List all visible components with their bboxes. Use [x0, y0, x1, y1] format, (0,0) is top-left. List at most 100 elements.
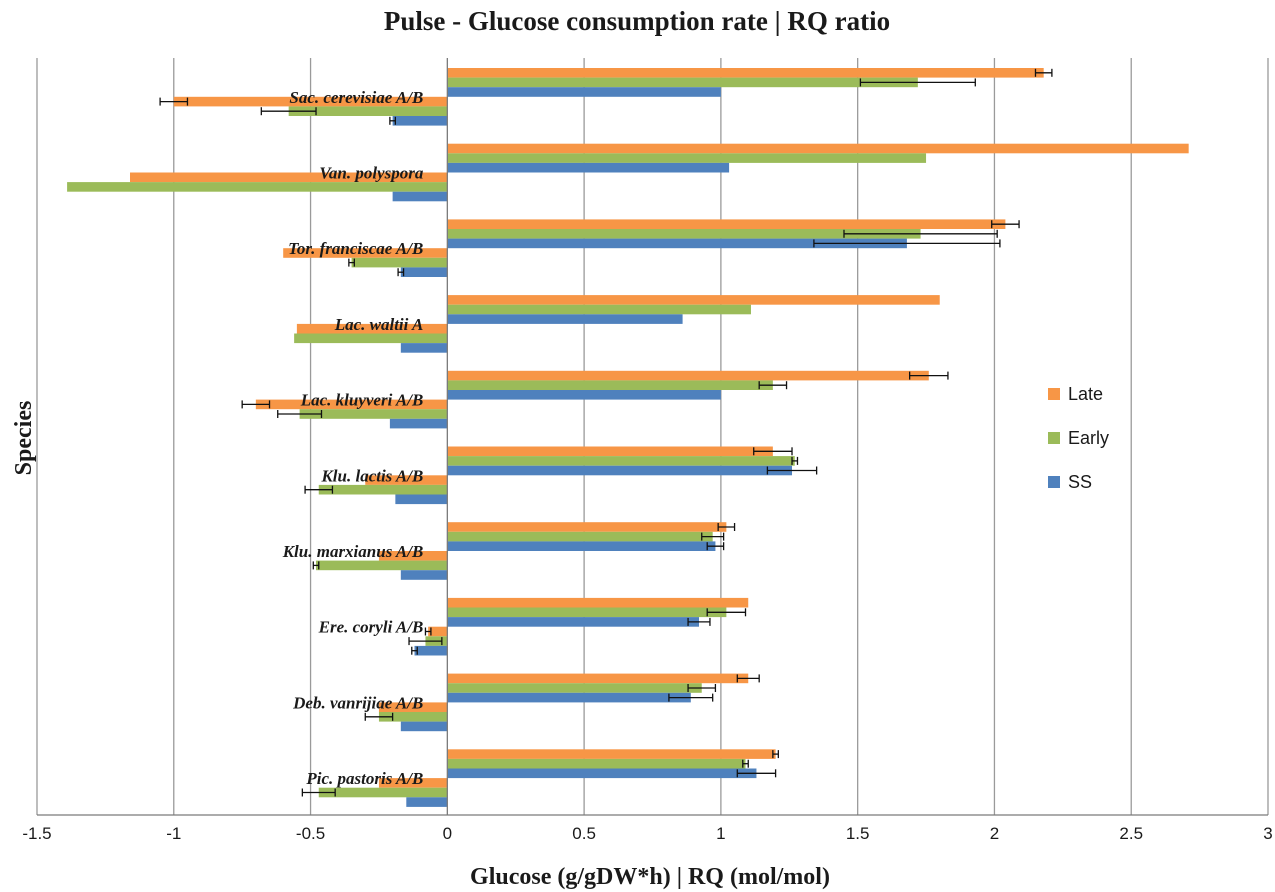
legend-swatch-ss: [1048, 476, 1060, 488]
bar-glucose-late: [173, 96, 448, 107]
bar-glucose-late: [378, 778, 448, 788]
error-bar: [706, 542, 725, 551]
error-bar: [717, 523, 736, 531]
bar-rq-early: [447, 456, 795, 466]
bar-glucose-early: [351, 257, 448, 268]
bar-rq-early: [447, 77, 918, 88]
bar-glucose-late: [428, 626, 448, 637]
x-tick-label: 0: [443, 824, 452, 843]
bar-rq-late: [447, 446, 773, 457]
error-bar: [991, 220, 1020, 229]
bar-glucose-early: [318, 787, 448, 798]
legend-label-early: Early: [1068, 428, 1109, 448]
bar-glucose-early: [316, 560, 448, 571]
bar-rq-ss: [447, 617, 700, 627]
bar-rq-early: [447, 304, 751, 315]
x-tick-label: -1: [166, 824, 181, 843]
error-bar: [411, 646, 418, 655]
error-bar: [389, 116, 397, 125]
error-bar: [813, 239, 1001, 248]
error-bar: [701, 532, 725, 541]
bar-glucose-early: [318, 484, 448, 495]
bar-rq-ss: [447, 541, 716, 551]
error-bar: [301, 788, 336, 797]
bar-glucose-late: [378, 551, 448, 561]
bar-glucose-ss: [395, 494, 448, 505]
bar-glucose-late: [283, 248, 448, 258]
error-bar: [408, 637, 443, 646]
error-bar: [312, 561, 320, 570]
bar-glucose-ss: [400, 343, 448, 353]
legend: Late Early SS: [1048, 384, 1109, 492]
bar-glucose-ss: [400, 721, 448, 732]
bar-rq-ss: [447, 465, 793, 476]
bar-rq-late: [447, 370, 929, 381]
x-tick-label: -1.5: [22, 824, 51, 843]
x-tick-label: 0.5: [572, 824, 596, 843]
error-bar: [1034, 68, 1053, 77]
bar-rq-late: [447, 68, 1044, 78]
error-bar: [304, 485, 334, 494]
bars: [67, 68, 1189, 807]
bar-rq-early: [447, 380, 773, 390]
error-bar: [843, 229, 998, 238]
bar-rq-early: [447, 229, 921, 239]
category-label: Klu. marxianus A/B: [282, 542, 424, 561]
error-bar: [687, 617, 711, 626]
x-tick-label: 1.5: [846, 824, 870, 843]
x-tick-label: 2.5: [1119, 824, 1143, 843]
category-label: Deb. vanrijiae A/B: [292, 693, 423, 712]
bar-rq-early: [447, 758, 746, 769]
x-tick-label: 1: [716, 824, 725, 843]
error-bar: [908, 371, 949, 380]
bar-rq-early: [447, 607, 727, 618]
legend-swatch-early: [1048, 432, 1060, 444]
error-bar: [277, 410, 323, 418]
legend-swatch-late: [1048, 388, 1060, 400]
category-label: Van. polyspora: [319, 164, 423, 183]
category-label: Lac. waltii A: [334, 315, 424, 334]
legend-label-late: Late: [1068, 384, 1103, 404]
bar-rq-ss: [447, 238, 907, 249]
bar-glucose-ss: [414, 645, 448, 656]
bar-rq-ss: [447, 390, 721, 400]
bar-rq-late: [447, 219, 1006, 229]
error-bar: [159, 97, 189, 106]
category-label: Klu. lactis A/B: [320, 466, 423, 485]
bar-glucose-late: [378, 702, 448, 712]
bar-rq-ss: [447, 87, 721, 97]
bar-glucose-ss: [389, 418, 448, 429]
bar-rq-late: [447, 295, 940, 305]
error-bar: [753, 447, 793, 456]
bar-rq-ss: [447, 692, 691, 703]
category-label: Sac. cerevisiae A/B: [289, 88, 423, 107]
bar-glucose-ss: [406, 797, 448, 807]
error-bar: [772, 750, 779, 759]
category-label: Pic. pastoris A/B: [305, 769, 423, 788]
error-bar: [668, 693, 714, 702]
category-label: Lac. kluyveri A/B: [300, 391, 424, 410]
bar-glucose-ss: [392, 191, 448, 202]
bar-glucose-ss: [392, 116, 448, 126]
error-bar: [859, 78, 976, 87]
bar-glucose-ss: [400, 570, 448, 580]
error-bar: [706, 608, 747, 617]
error-bar: [397, 268, 405, 277]
error-bar: [742, 759, 749, 768]
error-bar: [766, 466, 818, 475]
bar-rq-ss: [447, 314, 683, 324]
bar-glucose-early: [288, 106, 448, 116]
bar-rq-late: [447, 522, 727, 532]
bar-rq-ss: [447, 768, 757, 779]
bar-glucose-late: [296, 323, 448, 334]
bar-rq-late: [447, 749, 776, 759]
category-labels: Sac. cerevisiae A/B Van. polyspora Tor. fr…: [282, 88, 424, 788]
bar-rq-late: [447, 673, 749, 684]
error-bar: [348, 258, 355, 267]
error-bar: [424, 627, 432, 636]
error-bar: [241, 400, 271, 409]
bar-rq-ss: [447, 162, 730, 173]
bar-rq-late: [447, 143, 1189, 154]
category-label: Tor. franciscae A/B: [288, 239, 423, 258]
bar-glucose-early: [299, 409, 448, 419]
